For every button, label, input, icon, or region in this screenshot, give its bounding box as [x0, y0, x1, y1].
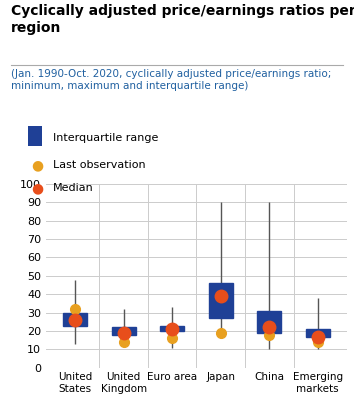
Bar: [257, 311, 281, 333]
Text: Interquartile range: Interquartile range: [53, 133, 159, 143]
Text: (Jan. 1990-Oct. 2020, cyclically adjusted price/earnings ratio;
minimum, maximum: (Jan. 1990-Oct. 2020, cyclically adjuste…: [11, 69, 331, 92]
Text: ●: ●: [31, 181, 43, 195]
Text: ●: ●: [31, 158, 43, 172]
Bar: [209, 283, 233, 318]
Text: Last observation: Last observation: [53, 160, 146, 170]
Text: Median: Median: [53, 183, 94, 193]
Bar: [306, 329, 330, 336]
Text: Cyclically adjusted price/earnings ratios per
region: Cyclically adjusted price/earnings ratio…: [11, 4, 354, 36]
Bar: [160, 326, 184, 331]
Bar: [112, 327, 136, 335]
Bar: [63, 313, 87, 326]
